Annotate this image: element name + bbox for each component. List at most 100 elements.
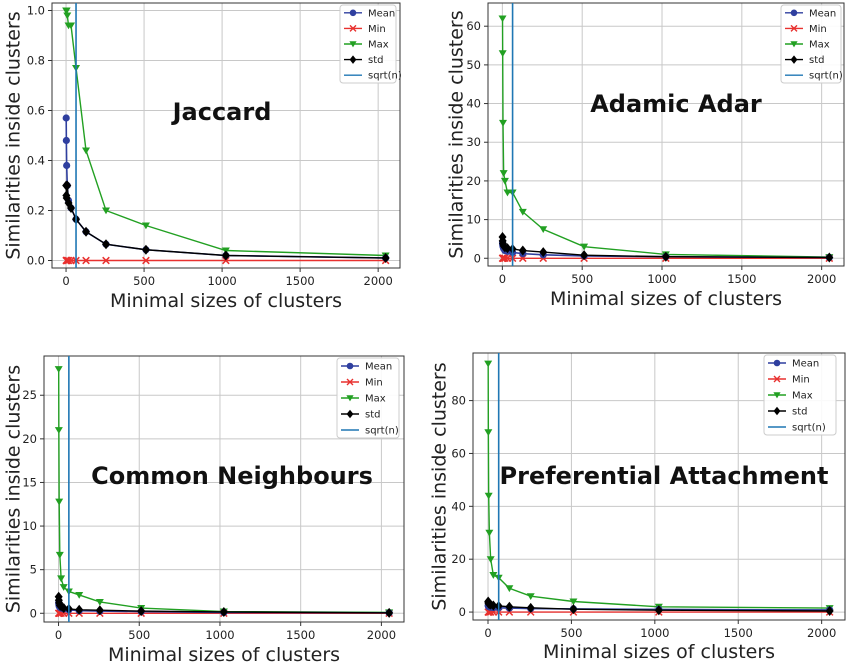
x-tick-label: 2000 (807, 626, 836, 640)
plot-frame (472, 352, 846, 621)
data-point-std (221, 250, 230, 261)
data-point-std (63, 180, 72, 191)
x-tick-label: 1000 (647, 272, 676, 286)
y-axis-label: Similarities inside clusters (3, 365, 25, 613)
data-point-mean (62, 114, 70, 122)
data-point-std (137, 606, 146, 617)
y-tick-label: 0.6 (27, 104, 45, 118)
x-tick-label: 1500 (724, 626, 753, 640)
legend-label: sqrt(n) (365, 426, 399, 437)
data-point-std (67, 203, 76, 213)
y-tick-label: 15 (22, 475, 37, 489)
data-point-std (654, 605, 663, 616)
series-max (62, 7, 390, 260)
x-axis-label: Minimal sizes of clusters (550, 288, 782, 310)
legend-box (763, 354, 837, 436)
data-point-max (75, 591, 84, 599)
data-point-min (501, 254, 509, 263)
data-point-std (825, 606, 834, 617)
y-tick-label: 1.0 (27, 4, 45, 18)
plot-frame (487, 2, 845, 267)
data-point-std (503, 243, 512, 254)
data-point-max (539, 226, 548, 234)
data-point-std (825, 252, 834, 263)
legend-label: std (792, 407, 807, 418)
x-tick-label: 500 (560, 626, 582, 640)
legend-label: std (368, 55, 383, 66)
y-tick-label: 60 (451, 446, 466, 460)
data-point-std (385, 607, 394, 618)
y-tick-label: 0 (474, 251, 481, 265)
x-tick-label: 1000 (205, 628, 234, 642)
legend-marker (773, 359, 781, 367)
data-point-min (102, 256, 110, 265)
data-point-min (64, 256, 73, 265)
legend-marker (790, 41, 798, 48)
data-point-max (63, 12, 72, 20)
legend-label: Min (792, 375, 810, 386)
chart-title: Common Neighbours (91, 462, 373, 490)
data-point-min (82, 256, 90, 265)
legend: Mean Min Max std sqrt(n) (339, 4, 402, 84)
data-point-max (59, 584, 68, 591)
legend-marker (346, 395, 354, 402)
y-tick-label: 5 (30, 563, 37, 577)
y-tick-label: 50 (466, 58, 481, 72)
data-point-std (569, 604, 578, 615)
data-point-max (57, 575, 66, 583)
data-point-max (489, 572, 498, 579)
legend: Mean Min Max std sqrt(n) (763, 354, 837, 436)
data-point-max (486, 556, 495, 563)
y-tick-label: 60 (466, 19, 481, 33)
y-tick-label: 0.2 (27, 204, 45, 218)
x-tick-label: 500 (128, 628, 150, 642)
data-point-max (82, 147, 91, 155)
chart-title: Preferential Attachment (500, 462, 829, 490)
legend-label: Max (365, 394, 386, 405)
legend-box (339, 4, 397, 84)
x-tick-label: 1500 (285, 274, 314, 288)
legend-label: Mean (809, 8, 836, 19)
y-tick-label: 20 (451, 552, 466, 566)
data-point-max (55, 551, 64, 559)
legend-box (336, 357, 400, 439)
x-axis-label: Minimal sizes of clusters (108, 644, 340, 662)
data-point-std (101, 239, 110, 250)
y-tick-label: 80 (451, 394, 466, 408)
data-point-std (505, 601, 514, 612)
x-tick-label: 500 (571, 272, 593, 286)
series-std (498, 231, 834, 263)
data-point-std (381, 253, 390, 263)
chart-panel: 0 500 1000 1500 2000 0 20 40 60 80 Minimal sizes o… (429, 352, 846, 662)
y-axis-label: Similarities inside clusters (429, 362, 451, 610)
legend-label: std (365, 410, 380, 421)
legend-label: Mean (792, 359, 819, 370)
data-point-std (82, 226, 91, 237)
y-tick-label: 40 (451, 499, 466, 513)
data-point-std (580, 250, 589, 261)
y-tick-label: 20 (466, 174, 481, 188)
x-tick-label: 1500 (286, 628, 315, 642)
legend-label: sqrt(n) (368, 71, 402, 82)
legend-marker (349, 55, 357, 64)
x-tick-label: 500 (133, 274, 155, 288)
legend-label: Min (368, 24, 386, 35)
legend-marker (790, 9, 798, 17)
data-point-std (141, 244, 150, 255)
y-tick-label: 0 (459, 605, 466, 619)
data-point-max (505, 585, 514, 593)
x-axis-label: Minimal sizes of clusters (543, 641, 775, 662)
legend-label: Max (792, 391, 813, 402)
legend-label: Mean (368, 8, 395, 19)
x-tick-label: 2000 (367, 628, 396, 642)
data-point-max (62, 7, 71, 15)
data-point-max (101, 207, 110, 215)
y-axis-label: Similarities inside clusters (3, 11, 25, 259)
legend-marker (349, 9, 357, 17)
legend-marker (790, 24, 798, 32)
legend-marker (773, 375, 781, 383)
data-point-max (580, 243, 589, 251)
data-point-std (489, 600, 498, 611)
data-point-max (484, 429, 493, 437)
